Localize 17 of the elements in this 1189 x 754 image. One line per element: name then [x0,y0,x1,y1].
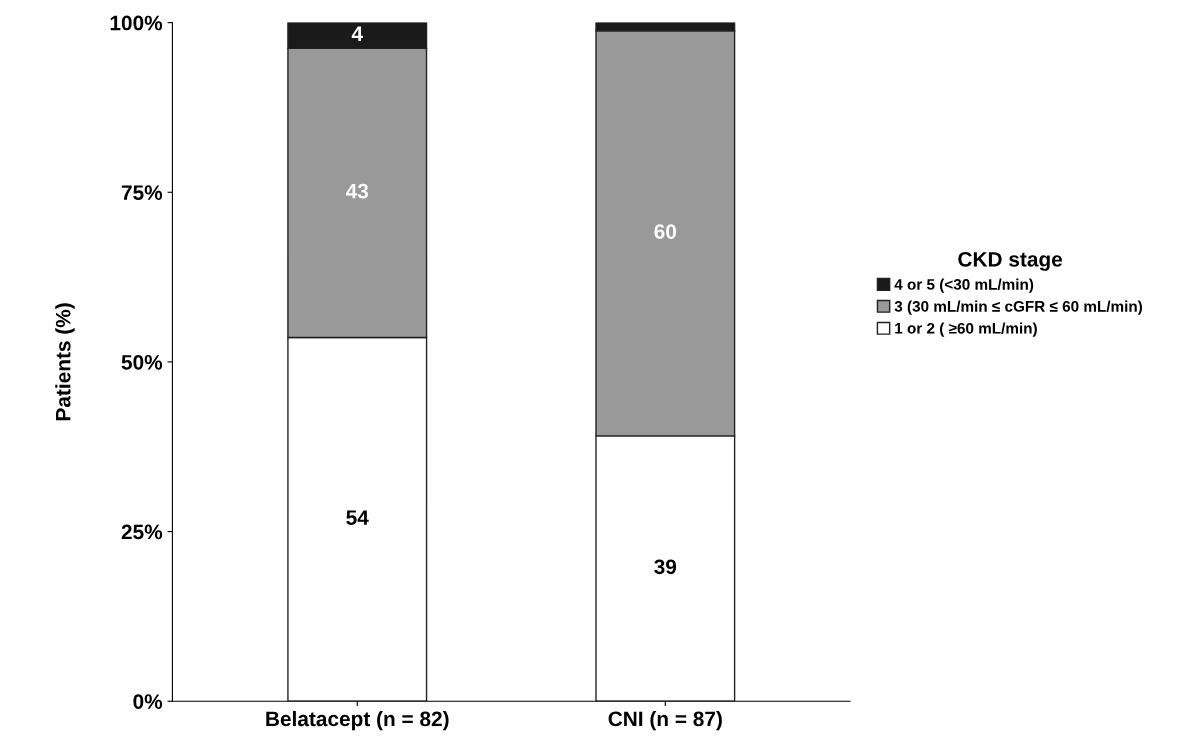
data-label: 54 [346,510,369,525]
data-label: 39 [654,559,677,575]
x-tick-label: CNI (n = 87) [608,710,722,731]
x-tick-label: Belatacept (n = 82) [266,710,449,731]
data-label: 4 [351,26,363,41]
legend-label: 3 (30 mL/min ≤ cGFR ≤ 60 mL/min) [894,300,1143,315]
data-label: 60 [654,224,677,239]
y-tick-label: 25% [121,524,163,540]
y-axis-title: Patients (%) [55,303,75,421]
legend-label: 1 or 2 ( ≥60 mL/min) [895,322,1037,337]
y-tick-label: 50% [121,354,163,370]
y-tick-label: 75% [121,185,163,201]
y-tick-label: 100% [110,15,163,31]
legend-title: CKD stage [958,251,1063,271]
data-label: 43 [345,183,369,199]
y-tick-label: 0% [133,694,163,709]
legend-label: 4 or 5 (<30 mL/min) [894,278,1034,293]
